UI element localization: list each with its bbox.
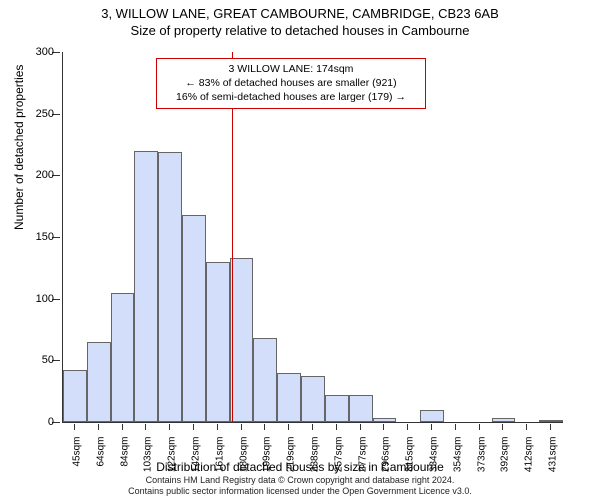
x-tick (264, 424, 265, 430)
x-tick (526, 424, 527, 430)
bar (301, 376, 325, 422)
bar (63, 370, 87, 422)
annotation-line-2: ← 83% of detached houses are smaller (92… (163, 76, 419, 90)
y-tick-label: 50 (14, 354, 54, 366)
bar (206, 262, 230, 422)
x-tick (479, 424, 480, 430)
x-tick (217, 424, 218, 430)
bar (182, 215, 206, 422)
annotation-line-1: 3 WILLOW LANE: 174sqm (163, 62, 419, 76)
x-tick (74, 424, 75, 430)
x-tick (98, 424, 99, 430)
x-tick (145, 424, 146, 430)
x-tick (431, 424, 432, 430)
footer-line-2: Contains public sector information licen… (0, 486, 600, 497)
bar (492, 418, 516, 422)
x-tick (288, 424, 289, 430)
x-tick (502, 424, 503, 430)
footer-line-1: Contains HM Land Registry data © Crown c… (0, 475, 600, 486)
y-tick-label: 300 (14, 46, 54, 58)
bar (349, 395, 373, 422)
chart-subtitle: Size of property relative to detached ho… (0, 23, 600, 40)
footer: Contains HM Land Registry data © Crown c… (0, 475, 600, 498)
x-tick (360, 424, 361, 430)
y-tick-label: 100 (14, 293, 54, 305)
annotation-box: 3 WILLOW LANE: 174sqm ← 83% of detached … (156, 58, 426, 109)
x-tick (383, 424, 384, 430)
bar (87, 342, 111, 422)
x-tick (122, 424, 123, 430)
bar (420, 410, 444, 422)
bar (373, 418, 397, 422)
y-tick-label: 200 (14, 169, 54, 181)
x-tick (169, 424, 170, 430)
bar (111, 293, 135, 423)
y-tick-label: 250 (14, 108, 54, 120)
bar (277, 373, 301, 422)
chart-area: 050100150200250300 45sqm64sqm84sqm103sqm… (62, 52, 562, 422)
bar (158, 152, 182, 422)
y-axis-label: Number of detached properties (12, 65, 26, 230)
x-tick (550, 424, 551, 430)
x-tick (241, 424, 242, 430)
chart-title: 3, WILLOW LANE, GREAT CAMBOURNE, CAMBRID… (0, 0, 600, 23)
x-axis-label: Distribution of detached houses by size … (0, 460, 600, 474)
bar (253, 338, 277, 422)
x-tick (455, 424, 456, 430)
bar (134, 151, 158, 422)
bar (539, 420, 563, 422)
annotation-line-3: 16% of semi-detached houses are larger (… (163, 90, 419, 104)
y-tick-label: 0 (14, 416, 54, 428)
x-tick (312, 424, 313, 430)
x-tick (193, 424, 194, 430)
x-tick (407, 424, 408, 430)
x-tick (336, 424, 337, 430)
y-tick-label: 150 (14, 231, 54, 243)
chart-container: 3, WILLOW LANE, GREAT CAMBOURNE, CAMBRID… (0, 0, 600, 500)
bar (325, 395, 349, 422)
